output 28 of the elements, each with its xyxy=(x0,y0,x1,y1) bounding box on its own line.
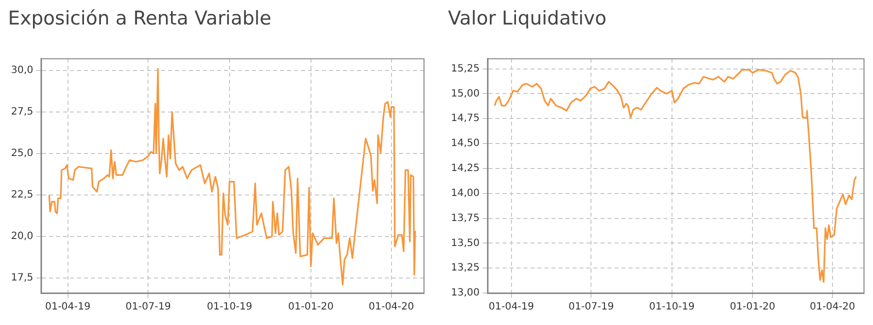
x-tick-label: 01-04-20 xyxy=(368,302,414,313)
y-tick-label: 20,0 xyxy=(11,231,34,242)
y-tick-label: 14,75 xyxy=(450,113,480,124)
x-tick-label: 01-04-19 xyxy=(45,302,90,313)
x-tick-label: 01-10-19 xyxy=(649,302,695,313)
chart-title: Exposición a Renta Variable xyxy=(8,7,272,30)
y-tick-label: 30,0 xyxy=(11,65,34,76)
y-tick-label: 14,50 xyxy=(450,138,480,150)
chart-title: Valor Liquidativo xyxy=(448,7,606,30)
x-tick-label: 01-04-20 xyxy=(810,302,856,313)
x-tick-label: 01-10-19 xyxy=(206,302,252,313)
y-tick-label: 22,5 xyxy=(11,190,34,201)
y-tick-label: 14,00 xyxy=(450,188,480,199)
x-tick-label: 01-04-19 xyxy=(488,302,534,313)
y-tick-label: 15,00 xyxy=(450,88,480,100)
y-tick-label: 17,5 xyxy=(11,272,34,284)
y-tick-label: 13,50 xyxy=(450,238,480,249)
x-tick-label: 01-07-19 xyxy=(126,302,171,313)
y-tick-label: 14,25 xyxy=(450,163,480,174)
y-tick-label: 13,75 xyxy=(450,212,480,224)
x-tick-label: 01-07-19 xyxy=(568,302,614,313)
y-tick-label: 25,0 xyxy=(11,148,34,160)
y-tick-label: 27,5 xyxy=(11,106,34,118)
x-tick-label: 01-01-20 xyxy=(288,302,334,313)
x-tick-label: 01-01-20 xyxy=(730,302,776,313)
y-tick-label: 13,00 xyxy=(450,288,480,299)
y-tick-label: 15,25 xyxy=(450,63,480,74)
y-tick-label: 13,25 xyxy=(450,262,480,274)
